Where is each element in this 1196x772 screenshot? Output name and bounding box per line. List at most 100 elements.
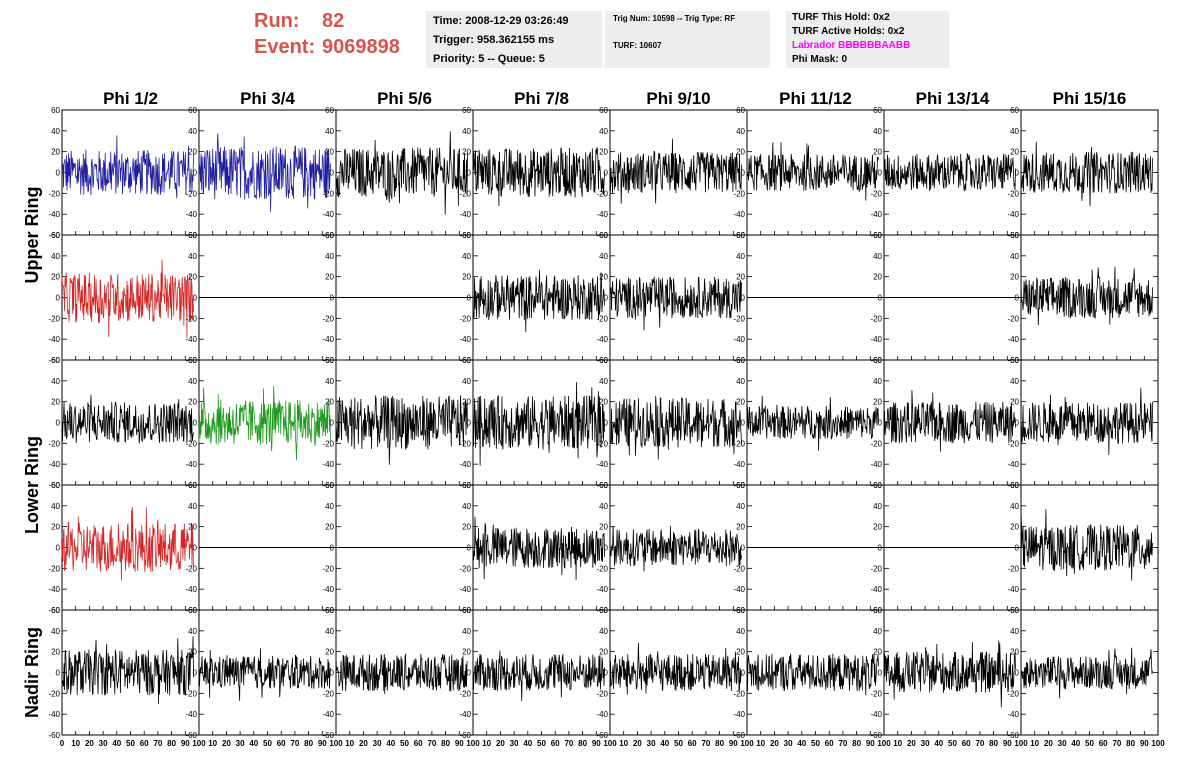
y-tick-label: 0 bbox=[741, 294, 746, 303]
y-tick-label: 60 bbox=[188, 481, 197, 490]
y-tick-label: 0 bbox=[330, 544, 335, 553]
y-tick-label: 40 bbox=[873, 502, 882, 511]
y-tick-label: 60 bbox=[599, 106, 608, 115]
x-tick-label: 100 bbox=[466, 739, 480, 748]
x-tick-label: 70 bbox=[564, 739, 573, 748]
y-tick-label: -20 bbox=[459, 689, 471, 698]
x-tick-label: 40 bbox=[660, 739, 669, 748]
y-tick-label: -40 bbox=[870, 585, 882, 594]
y-tick-label: 0 bbox=[741, 669, 746, 678]
y-tick-label: -60 bbox=[1007, 731, 1019, 740]
y-tick-label: 20 bbox=[1010, 398, 1019, 407]
x-tick-label: 60 bbox=[1099, 739, 1108, 748]
x-tick-label: 40 bbox=[523, 739, 532, 748]
y-tick-label: -20 bbox=[1007, 439, 1019, 448]
column-header-5: Phi 9/10 bbox=[646, 89, 710, 108]
event-label: Event: bbox=[254, 36, 316, 58]
panel-frame bbox=[1020, 359, 1159, 486]
y-tick-label: 40 bbox=[462, 127, 471, 136]
y-tick-label: 20 bbox=[325, 648, 334, 657]
run-value: 82 bbox=[322, 10, 345, 32]
waveform-trace bbox=[472, 147, 605, 207]
y-tick-label: 20 bbox=[51, 398, 60, 407]
y-tick-label: 60 bbox=[736, 106, 745, 115]
y-tick-label: 0 bbox=[604, 419, 609, 428]
y-tick-label: 0 bbox=[56, 294, 61, 303]
y-tick-label: -40 bbox=[322, 710, 334, 719]
y-tick-label: 20 bbox=[51, 148, 60, 157]
y-tick-label: -20 bbox=[459, 189, 471, 198]
y-tick-label: -20 bbox=[1007, 189, 1019, 198]
y-tick-label: 20 bbox=[325, 523, 334, 532]
y-tick-label: 40 bbox=[325, 627, 334, 636]
y-tick-label: -60 bbox=[48, 231, 60, 240]
y-tick-label: 0 bbox=[56, 544, 61, 553]
x-tick-label: 30 bbox=[510, 739, 519, 748]
y-tick-label: -20 bbox=[48, 564, 60, 573]
y-tick-label: -60 bbox=[48, 481, 60, 490]
y-tick-label: 40 bbox=[1010, 127, 1019, 136]
y-tick-label: 20 bbox=[736, 398, 745, 407]
y-tick-label: -60 bbox=[185, 731, 197, 740]
x-tick-label: 30 bbox=[1058, 739, 1067, 748]
y-tick-label: 40 bbox=[188, 627, 197, 636]
x-tick-label: 90 bbox=[592, 739, 601, 748]
y-tick-label: -20 bbox=[322, 439, 334, 448]
y-tick-label: 20 bbox=[1010, 148, 1019, 157]
y-tick-label: -20 bbox=[1007, 564, 1019, 573]
y-tick-label: 40 bbox=[51, 627, 60, 636]
event-value: 9069898 bbox=[322, 36, 400, 58]
y-tick-label: 20 bbox=[188, 273, 197, 282]
y-tick-label: 0 bbox=[56, 169, 61, 178]
y-tick-label: 40 bbox=[1010, 627, 1019, 636]
y-tick-label: 40 bbox=[599, 502, 608, 511]
y-tick-label: 0 bbox=[878, 544, 883, 553]
waveform-trace bbox=[1020, 387, 1153, 455]
y-tick-label: 40 bbox=[325, 502, 334, 511]
y-tick-label: 60 bbox=[462, 606, 471, 615]
y-tick-label: 0 bbox=[330, 169, 335, 178]
y-tick-label: 0 bbox=[1015, 544, 1020, 553]
y-tick-label: 40 bbox=[599, 627, 608, 636]
x-tick-label: 90 bbox=[1003, 739, 1012, 748]
y-tick-label: -20 bbox=[870, 689, 882, 698]
y-tick-label: 0 bbox=[604, 294, 609, 303]
y-tick-label: 0 bbox=[1015, 294, 1020, 303]
y-tick-label: 0 bbox=[467, 294, 472, 303]
y-tick-label: 60 bbox=[462, 231, 471, 240]
y-tick-label: 60 bbox=[873, 356, 882, 365]
y-tick-label: 40 bbox=[188, 127, 197, 136]
y-tick-label: 40 bbox=[462, 252, 471, 261]
y-tick-label: -40 bbox=[596, 460, 608, 469]
waveform-trace bbox=[746, 395, 879, 451]
x-tick-label: 40 bbox=[386, 739, 395, 748]
y-tick-label: -40 bbox=[1007, 335, 1019, 344]
y-tick-label: -60 bbox=[48, 606, 60, 615]
y-tick-label: 0 bbox=[467, 544, 472, 553]
y-tick-label: 60 bbox=[51, 231, 60, 240]
column-header-2: Phi 3/4 bbox=[240, 89, 295, 108]
y-tick-label: 40 bbox=[325, 252, 334, 261]
row-label-2: Lower Ring bbox=[22, 436, 42, 534]
x-tick-label: 10 bbox=[893, 739, 902, 748]
y-tick-label: 40 bbox=[325, 377, 334, 386]
x-tick-label: 80 bbox=[167, 739, 176, 748]
x-tick-label: 20 bbox=[633, 739, 642, 748]
waveform-trace bbox=[472, 269, 605, 332]
y-tick-label: -20 bbox=[733, 439, 745, 448]
y-tick-label: 60 bbox=[51, 481, 60, 490]
y-tick-label: 0 bbox=[467, 419, 472, 428]
x-tick-label: 90 bbox=[1140, 739, 1149, 748]
waveform-trace bbox=[1020, 141, 1153, 207]
y-tick-label: 60 bbox=[1010, 606, 1019, 615]
y-tick-label: -40 bbox=[870, 710, 882, 719]
y-tick-label: 0 bbox=[1015, 669, 1020, 678]
y-tick-label: -40 bbox=[1007, 460, 1019, 469]
y-tick-label: 40 bbox=[51, 502, 60, 511]
y-tick-label: 40 bbox=[188, 252, 197, 261]
y-tick-label: 40 bbox=[736, 127, 745, 136]
y-tick-label: -20 bbox=[322, 189, 334, 198]
time-info-box: Time: 2008-12-29 03:26:49 Trigger: 958.3… bbox=[426, 11, 602, 68]
y-tick-label: -20 bbox=[733, 189, 745, 198]
x-tick-label: 50 bbox=[674, 739, 683, 748]
